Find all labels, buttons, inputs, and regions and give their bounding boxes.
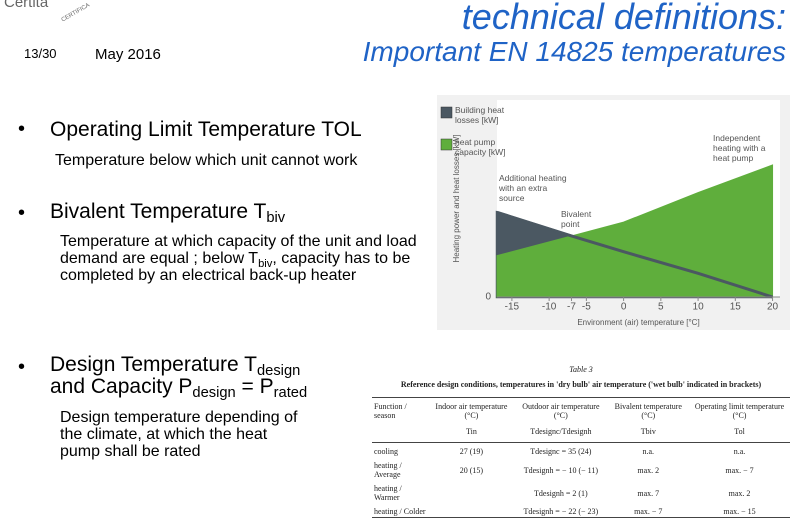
- table-row: heating / Colder Tdesignh = − 22 (− 23) ma…: [372, 503, 790, 518]
- cell: max. 2: [728, 488, 751, 498]
- symbol-row: Tin Tdesignc/Tdesignh Tbiv Tol: [372, 421, 790, 443]
- cell: heating / Warmer: [374, 484, 402, 502]
- legend-swatch: [440, 138, 453, 151]
- column-header: Indoor air temperature (°C): [435, 402, 508, 420]
- symbol: Tbiv: [640, 427, 656, 436]
- cell: heating / Colder: [374, 507, 426, 516]
- annotation: Independent heating with a heat pump: [713, 133, 766, 163]
- text: = P: [235, 375, 274, 398]
- cell: Tdesignh = − 10 (− 11): [523, 465, 599, 475]
- bullet-heading: Bivalent Temperature Tbiv: [50, 200, 286, 226]
- date: May 2016: [95, 46, 161, 63]
- subscript: biv: [258, 258, 273, 270]
- x-tick-label: 15: [730, 302, 742, 313]
- subscript: design: [257, 363, 301, 379]
- cell: max. − 7: [634, 507, 663, 516]
- subscript: rated: [273, 385, 308, 401]
- x-tick-label: 0: [621, 302, 627, 313]
- subscript: biv: [266, 210, 286, 226]
- table-row: cooling 27 (19) Tdesignc = 35 (24) n.a. n.a.: [372, 443, 790, 458]
- legend-swatch: [440, 106, 453, 119]
- bullet-body: Temperature below which unit cannot work: [55, 152, 358, 169]
- x-tick-label: 10: [693, 302, 705, 313]
- cell: n.a.: [733, 447, 746, 456]
- bullet-body: Temperature at which capacity of the uni…: [60, 233, 440, 284]
- table-caption: Reference design conditions, temperature…: [400, 380, 762, 389]
- header-row: Function / season Indoor air temperature …: [372, 397, 790, 422]
- subscript: design: [192, 385, 236, 401]
- x-tick-label: 5: [658, 302, 664, 313]
- cell: max. − 15: [723, 507, 756, 516]
- column-header: Outdoor air temperature (°C): [522, 402, 600, 420]
- symbol: Tdesignc/Tdesignh: [530, 427, 592, 436]
- table-row: heating / Warmer Tdesignh = 2 (1) max. 7 ma…: [372, 480, 790, 503]
- chart: -15 -10 -7 -5 0 5 10 15 20 0 Environment (air) tem…: [437, 95, 790, 330]
- x-tick-label: -7: [567, 302, 576, 313]
- cell: [372, 421, 429, 443]
- bullet-body: Design temperature depending of the clim…: [60, 409, 298, 460]
- logo-sub: CERTIFICA: [60, 2, 91, 24]
- cell: max. 2: [637, 465, 660, 475]
- loss-line: [496, 210, 774, 299]
- bullet: •: [18, 118, 26, 140]
- symbol: Tol: [734, 427, 745, 436]
- cell: max. 7: [637, 488, 660, 498]
- column-header: Function / season: [374, 402, 407, 420]
- data-table: Function / season Indoor air temperature …: [372, 397, 790, 518]
- bullet: •: [18, 202, 26, 224]
- cell: Tdesignh = 2 (1): [534, 488, 588, 498]
- cell: 20 (15): [459, 465, 484, 475]
- column-header: Operating limit temperature (°C): [694, 402, 785, 420]
- cell: Tdesignh = − 22 (− 23): [523, 507, 599, 516]
- legend-label: Building heat losses [kW]: [455, 105, 505, 125]
- text: Temperature at which capacity of the uni…: [60, 233, 417, 267]
- table-row: heating / Average 20 (15) Tdesignh = − 10 …: [372, 457, 790, 480]
- annotation: Bivalent point: [561, 209, 592, 229]
- cell: n.a.: [642, 447, 655, 456]
- bullet-heading: Design Temperature Tdesign and Capacity P…: [50, 353, 308, 401]
- logo: Certita: [4, 0, 49, 11]
- cell: [429, 480, 515, 503]
- x-tick-label: -5: [582, 302, 591, 313]
- text: Design Temperature T: [50, 353, 257, 376]
- legend-label: heat pump capacity [kW]: [455, 137, 506, 157]
- cell: heating / Average: [374, 461, 402, 479]
- column-header: Bivalent temperature (°C): [614, 402, 682, 420]
- y-tick-label: 0: [485, 292, 491, 303]
- cell: cooling: [374, 447, 398, 456]
- title: technical definitions:: [461, 0, 786, 37]
- table-number: Table 3: [569, 365, 593, 374]
- bullet: •: [18, 356, 26, 378]
- area: [496, 164, 774, 298]
- x-tick-label: -10: [542, 302, 557, 313]
- y-axis-label: Heating power and heat losses [kW]: [452, 134, 461, 262]
- cell: max. − 7: [725, 465, 754, 475]
- bullet-heading: Operating Limit Temperature TOL: [50, 118, 362, 141]
- subtitle: Important EN 14825 temperatures: [362, 36, 786, 67]
- cell: 27 (19): [459, 447, 484, 456]
- x-tick-label: 20: [767, 302, 779, 313]
- text: and Capacity P: [50, 375, 193, 398]
- cell: Tdesignc = 35 (24): [530, 447, 592, 456]
- chart-svg: -15 -10 -7 -5 0 5 10 15 20 0 Environment (air) tem…: [440, 100, 780, 327]
- page-number: 13/30: [24, 46, 57, 61]
- annotation: Additional heating with an extra source: [499, 173, 567, 203]
- x-axis-label: Environment (air) temperature [°C]: [577, 318, 699, 327]
- x-tick-label: -15: [505, 302, 520, 313]
- cell: [429, 503, 515, 518]
- text: Bivalent Temperature T: [50, 200, 267, 223]
- table: Table 3 Reference design conditions, tem…: [372, 365, 790, 518]
- symbol: Tin: [466, 427, 477, 436]
- text: , capacity has to be completed by an ele…: [60, 250, 411, 284]
